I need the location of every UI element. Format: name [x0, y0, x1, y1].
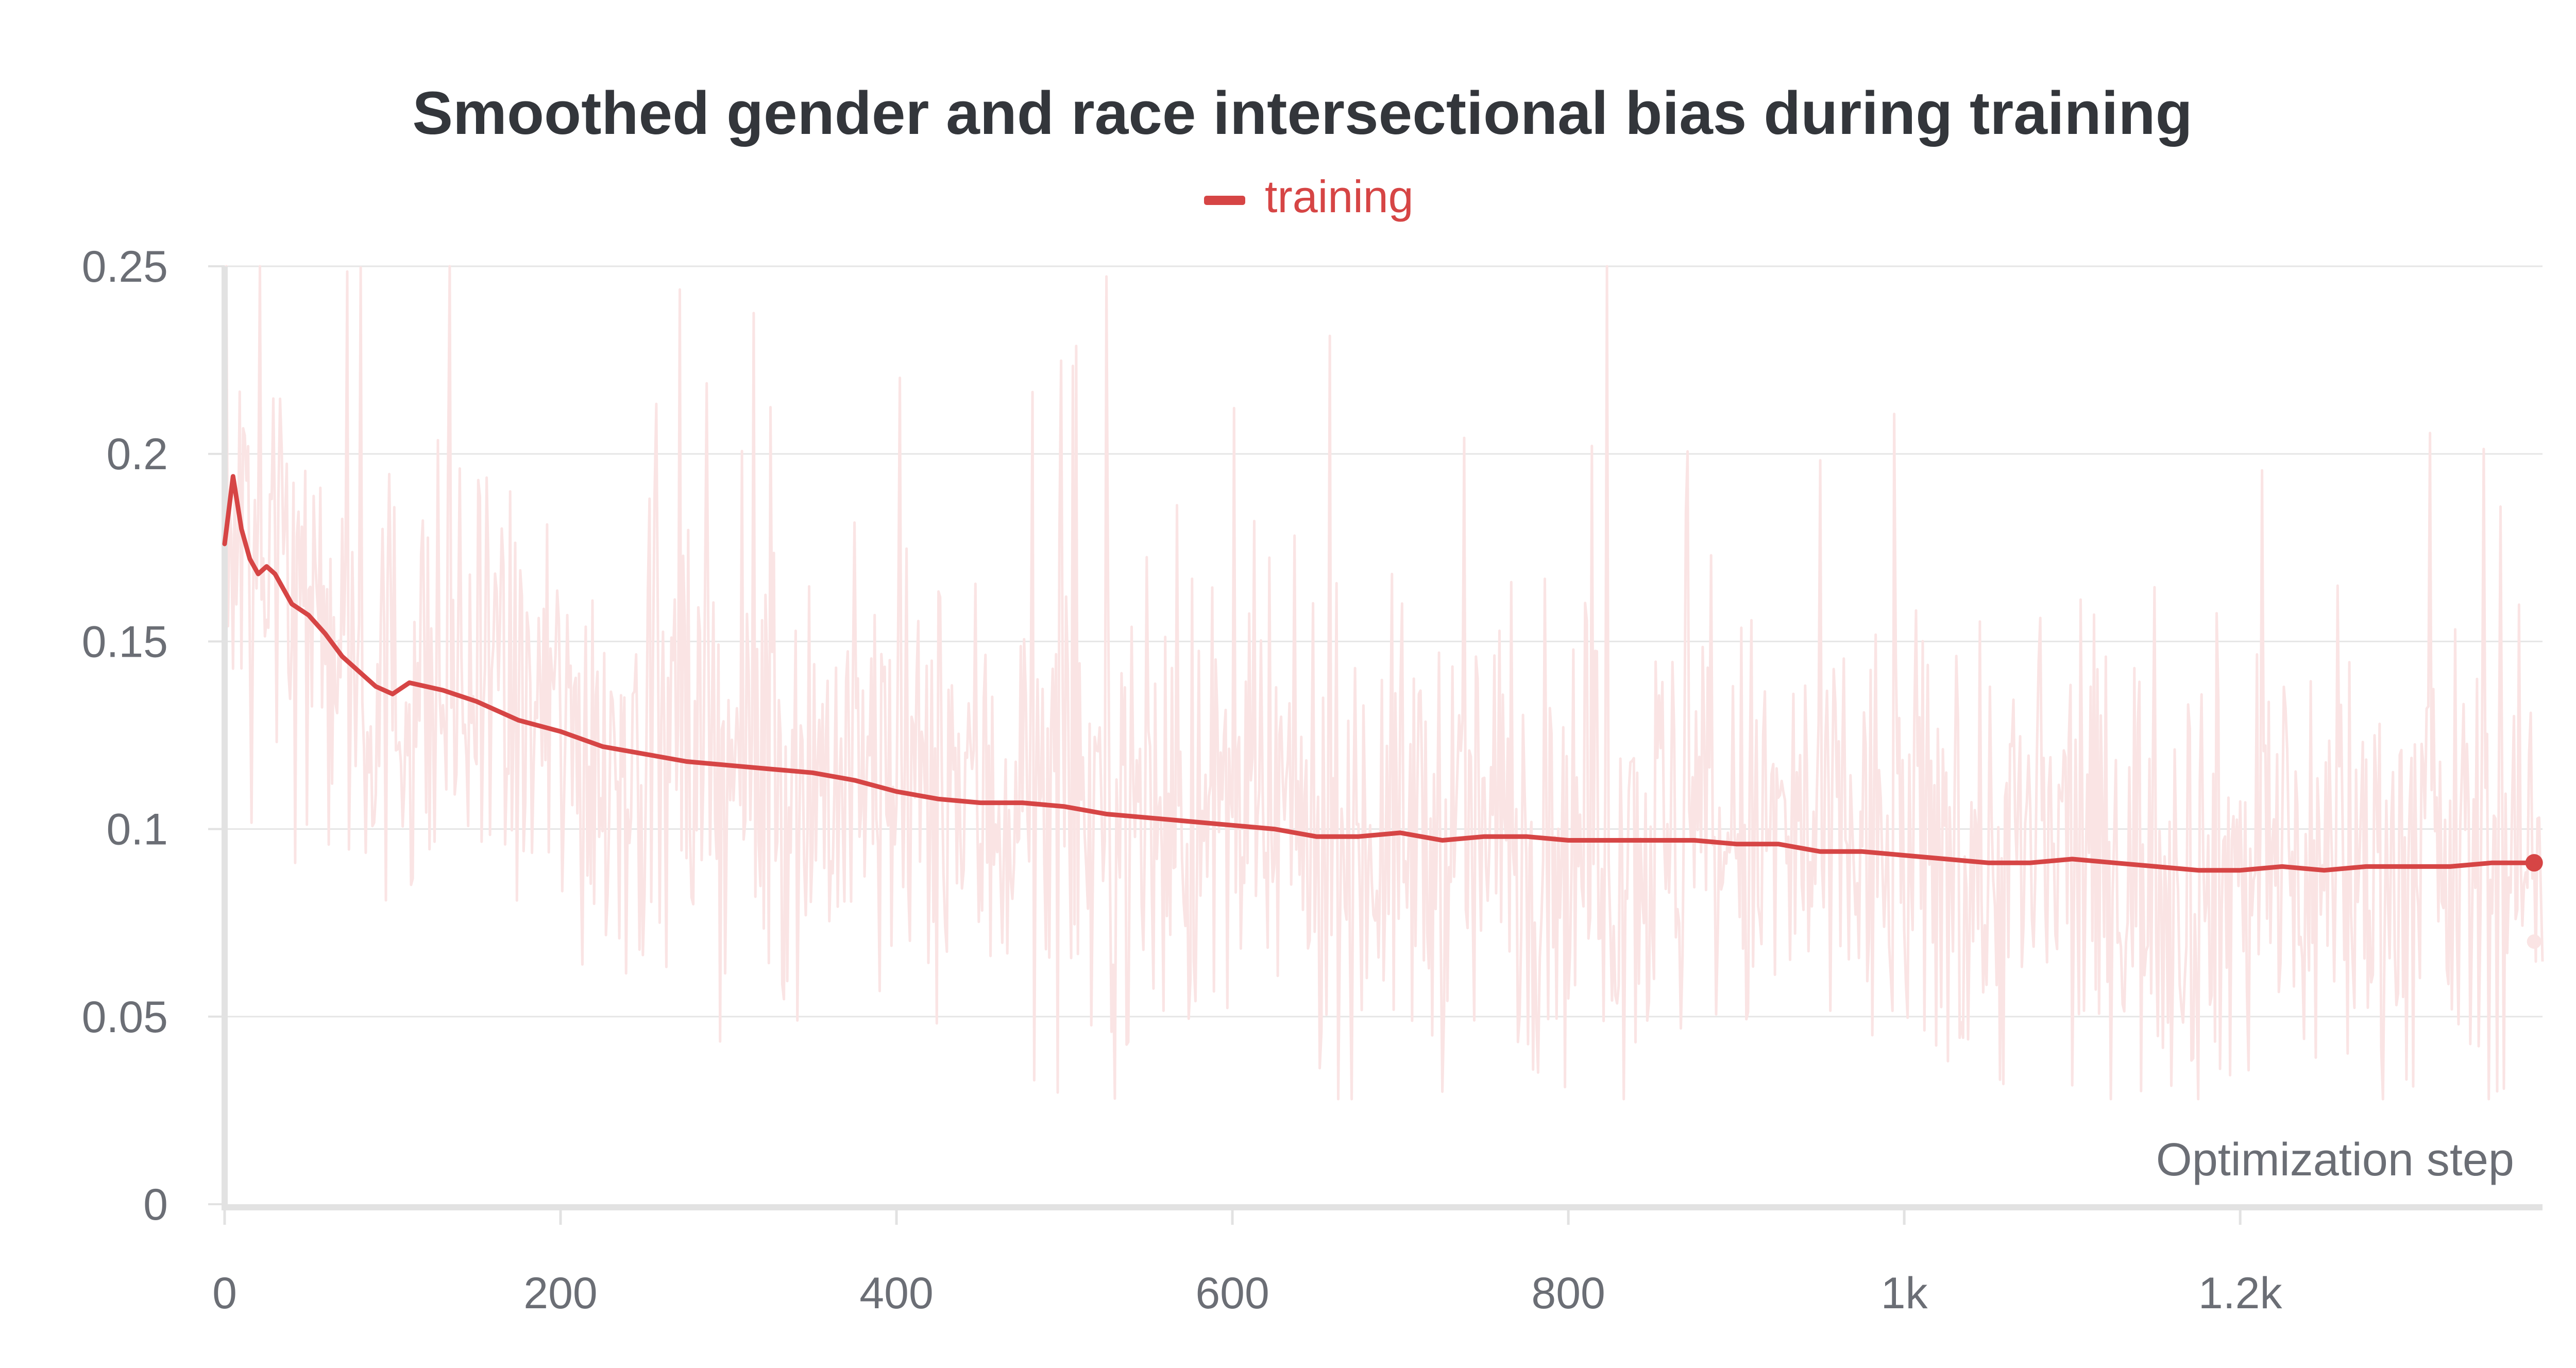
- training-point[interactable]: [1693, 839, 1696, 842]
- raw-series-line: [223, 265, 2544, 1101]
- training-point[interactable]: [1399, 831, 1402, 834]
- training-point[interactable]: [1105, 812, 1108, 815]
- training-point[interactable]: [223, 542, 226, 545]
- tick-labels: 0 0.05 0.1 0.15 0.2 0.25 0 200 400 600 800 1k 1.2k: [82, 242, 2283, 1318]
- training-point[interactable]: [391, 692, 394, 695]
- training-point[interactable]: [1189, 820, 1192, 823]
- legend[interactable]: training: [1204, 171, 1414, 222]
- raw-series: [223, 265, 2544, 1101]
- smoothed-series: [222, 474, 2543, 949]
- training-point[interactable]: [1987, 861, 1990, 864]
- training-point[interactable]: [1525, 835, 1528, 838]
- training-point[interactable]: [290, 603, 293, 606]
- training-point[interactable]: [559, 730, 562, 733]
- x-tick-label: 200: [523, 1269, 598, 1318]
- training-point[interactable]: [601, 745, 604, 748]
- training-point[interactable]: [727, 764, 730, 767]
- x-tick-label: 600: [1195, 1269, 1269, 1318]
- training-point[interactable]: [2449, 865, 2452, 868]
- training-point[interactable]: [2281, 865, 2284, 868]
- training-point[interactable]: [408, 681, 411, 685]
- legend-swatch: [1204, 196, 1245, 205]
- training-point[interactable]: [1777, 843, 1780, 846]
- training-point[interactable]: [1903, 854, 1906, 857]
- training-point[interactable]: [1819, 850, 1822, 853]
- training-point[interactable]: [1231, 824, 1234, 827]
- training-point[interactable]: [240, 527, 243, 531]
- y-tick-label: 0.25: [82, 242, 168, 292]
- chart-title: Smoothed gender and race intersectional …: [412, 79, 2192, 147]
- training-point[interactable]: [2406, 865, 2410, 868]
- training-point[interactable]: [1147, 816, 1150, 819]
- training-point[interactable]: [442, 689, 445, 692]
- training-line[interactable]: [222, 474, 2537, 873]
- x-tick-label: 1k: [1881, 1269, 1928, 1318]
- training-point[interactable]: [517, 719, 520, 722]
- training-point[interactable]: [1735, 843, 1738, 846]
- axes: [222, 266, 2543, 1210]
- training-point[interactable]: [257, 572, 260, 575]
- training-point[interactable]: [1483, 835, 1486, 838]
- training-point[interactable]: [1063, 805, 1066, 808]
- training-point[interactable]: [685, 760, 688, 763]
- training-point[interactable]: [643, 753, 646, 756]
- training-point[interactable]: [1441, 839, 1444, 842]
- training-point[interactable]: [231, 475, 234, 478]
- training-point[interactable]: [1315, 835, 1318, 838]
- training-point[interactable]: [1609, 839, 1612, 842]
- training-point[interactable]: [2490, 861, 2494, 864]
- training-point[interactable]: [307, 613, 310, 617]
- y-tick-label: 0.1: [106, 805, 168, 854]
- x-tick-label: 1.2k: [2198, 1269, 2283, 1318]
- training-point[interactable]: [1021, 801, 1024, 805]
- training-point[interactable]: [358, 670, 361, 673]
- training-point[interactable]: [1273, 828, 1276, 831]
- training-point[interactable]: [248, 557, 251, 560]
- training-point[interactable]: [2197, 869, 2200, 872]
- training-point[interactable]: [2029, 861, 2032, 864]
- training-point[interactable]: [374, 685, 377, 688]
- training-point[interactable]: [853, 779, 856, 782]
- training-point[interactable]: [2113, 861, 2116, 864]
- training-point[interactable]: [769, 767, 772, 771]
- training-point[interactable]: [324, 632, 327, 636]
- training-point[interactable]: [1651, 839, 1654, 842]
- training-point[interactable]: [274, 572, 277, 575]
- training-point[interactable]: [811, 771, 814, 774]
- training-point[interactable]: [979, 801, 982, 805]
- x-tick-label: 800: [1531, 1269, 1605, 1318]
- training-point[interactable]: [2365, 865, 2368, 868]
- raw-end-marker: [2527, 934, 2541, 949]
- training-point[interactable]: [895, 790, 898, 793]
- training-point[interactable]: [2155, 865, 2158, 868]
- training-point[interactable]: [425, 685, 428, 688]
- training-point[interactable]: [265, 565, 268, 568]
- training-end-marker[interactable]: [2525, 854, 2543, 872]
- training-point[interactable]: [1861, 850, 1864, 853]
- y-tick-label: 0.05: [82, 993, 168, 1042]
- y-tick-label: 0.2: [106, 430, 168, 479]
- training-point[interactable]: [1945, 858, 1948, 861]
- x-axis-label: Optimization step: [2156, 1134, 2514, 1186]
- training-point[interactable]: [2323, 869, 2326, 872]
- training-point[interactable]: [1567, 839, 1570, 842]
- y-tick-label: 0.15: [82, 617, 168, 666]
- x-tick-label: 400: [859, 1269, 934, 1318]
- training-point[interactable]: [341, 655, 344, 658]
- training-point[interactable]: [2071, 858, 2074, 861]
- legend-label: training: [1265, 171, 1414, 222]
- training-point[interactable]: [937, 797, 940, 800]
- x-tick-label: 0: [212, 1269, 237, 1318]
- training-point[interactable]: [475, 700, 478, 703]
- training-point[interactable]: [2239, 869, 2242, 872]
- training-point[interactable]: [1357, 835, 1360, 838]
- y-tick-label: 0: [143, 1180, 168, 1229]
